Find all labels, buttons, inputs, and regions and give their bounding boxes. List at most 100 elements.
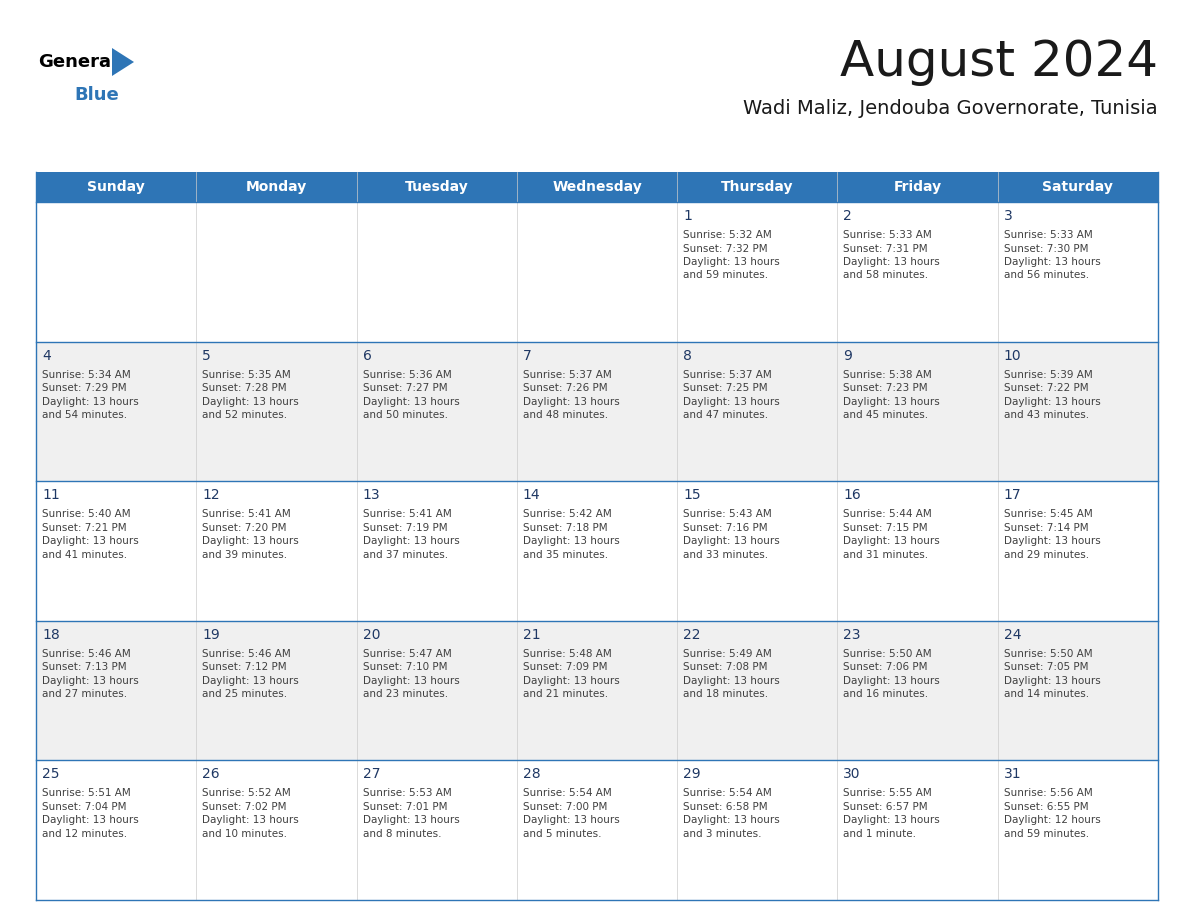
Text: Sunrise: 5:36 AM: Sunrise: 5:36 AM: [362, 370, 451, 380]
Text: 15: 15: [683, 488, 701, 502]
Text: Thursday: Thursday: [721, 180, 794, 194]
Text: Sunset: 7:10 PM: Sunset: 7:10 PM: [362, 662, 447, 672]
Text: Sunset: 7:25 PM: Sunset: 7:25 PM: [683, 383, 767, 393]
Text: Daylight: 13 hours: Daylight: 13 hours: [202, 536, 299, 546]
Text: Sunset: 7:23 PM: Sunset: 7:23 PM: [843, 383, 928, 393]
Text: Sunrise: 5:35 AM: Sunrise: 5:35 AM: [202, 370, 291, 380]
Text: Sunrise: 5:51 AM: Sunrise: 5:51 AM: [42, 789, 131, 799]
Text: Daylight: 13 hours: Daylight: 13 hours: [1004, 536, 1100, 546]
Text: Daylight: 13 hours: Daylight: 13 hours: [362, 536, 460, 546]
Text: 31: 31: [1004, 767, 1022, 781]
Text: Sunset: 7:01 PM: Sunset: 7:01 PM: [362, 802, 447, 812]
Text: Sunrise: 5:38 AM: Sunrise: 5:38 AM: [843, 370, 933, 380]
Text: 10: 10: [1004, 349, 1022, 363]
Text: 26: 26: [202, 767, 220, 781]
Text: Daylight: 13 hours: Daylight: 13 hours: [843, 676, 940, 686]
Text: Sunset: 7:22 PM: Sunset: 7:22 PM: [1004, 383, 1088, 393]
Text: Sunset: 7:16 PM: Sunset: 7:16 PM: [683, 522, 767, 532]
Text: Daylight: 13 hours: Daylight: 13 hours: [362, 397, 460, 407]
Text: Sunset: 6:58 PM: Sunset: 6:58 PM: [683, 802, 767, 812]
Text: General: General: [38, 53, 118, 71]
Text: 21: 21: [523, 628, 541, 642]
Text: Sunrise: 5:33 AM: Sunrise: 5:33 AM: [843, 230, 933, 240]
Text: and 27 minutes.: and 27 minutes.: [42, 689, 127, 700]
Polygon shape: [112, 48, 134, 76]
Text: and 39 minutes.: and 39 minutes.: [202, 550, 287, 560]
Text: Sunrise: 5:55 AM: Sunrise: 5:55 AM: [843, 789, 933, 799]
Text: 3: 3: [1004, 209, 1012, 223]
Text: Sunrise: 5:42 AM: Sunrise: 5:42 AM: [523, 509, 612, 520]
Text: and 58 minutes.: and 58 minutes.: [843, 271, 929, 281]
Text: Sunset: 7:14 PM: Sunset: 7:14 PM: [1004, 522, 1088, 532]
Text: Daylight: 13 hours: Daylight: 13 hours: [42, 536, 139, 546]
Text: and 54 minutes.: and 54 minutes.: [42, 410, 127, 420]
Text: Daylight: 13 hours: Daylight: 13 hours: [1004, 397, 1100, 407]
Text: Daylight: 13 hours: Daylight: 13 hours: [523, 536, 620, 546]
Text: Sunrise: 5:54 AM: Sunrise: 5:54 AM: [683, 789, 772, 799]
Text: and 43 minutes.: and 43 minutes.: [1004, 410, 1089, 420]
Text: and 21 minutes.: and 21 minutes.: [523, 689, 608, 700]
Text: Sunrise: 5:39 AM: Sunrise: 5:39 AM: [1004, 370, 1093, 380]
Text: Sunset: 7:20 PM: Sunset: 7:20 PM: [202, 522, 286, 532]
Text: Sunrise: 5:50 AM: Sunrise: 5:50 AM: [843, 649, 933, 659]
Text: Sunset: 7:29 PM: Sunset: 7:29 PM: [42, 383, 127, 393]
Text: and 14 minutes.: and 14 minutes.: [1004, 689, 1089, 700]
Text: August 2024: August 2024: [840, 38, 1158, 86]
Text: Daylight: 13 hours: Daylight: 13 hours: [42, 676, 139, 686]
Text: Sunset: 7:08 PM: Sunset: 7:08 PM: [683, 662, 767, 672]
Text: 17: 17: [1004, 488, 1022, 502]
Text: 30: 30: [843, 767, 861, 781]
Text: 23: 23: [843, 628, 861, 642]
Text: 6: 6: [362, 349, 372, 363]
Text: 19: 19: [202, 628, 220, 642]
Text: Daylight: 13 hours: Daylight: 13 hours: [523, 397, 620, 407]
Text: Saturday: Saturday: [1042, 180, 1113, 194]
Bar: [36, 481, 1158, 621]
Text: and 45 minutes.: and 45 minutes.: [843, 410, 929, 420]
Text: Sunset: 7:12 PM: Sunset: 7:12 PM: [202, 662, 287, 672]
Text: Sunday: Sunday: [87, 180, 145, 194]
Text: Monday: Monday: [246, 180, 307, 194]
Text: Blue: Blue: [74, 86, 119, 104]
Text: Sunrise: 5:52 AM: Sunrise: 5:52 AM: [202, 789, 291, 799]
Text: Sunrise: 5:44 AM: Sunrise: 5:44 AM: [843, 509, 933, 520]
Text: Daylight: 13 hours: Daylight: 13 hours: [42, 815, 139, 825]
Text: Daylight: 13 hours: Daylight: 13 hours: [523, 676, 620, 686]
Text: and 59 minutes.: and 59 minutes.: [1004, 829, 1089, 839]
Text: 9: 9: [843, 349, 852, 363]
Text: and 50 minutes.: and 50 minutes.: [362, 410, 448, 420]
Text: and 29 minutes.: and 29 minutes.: [1004, 550, 1089, 560]
Text: Sunset: 6:57 PM: Sunset: 6:57 PM: [843, 802, 928, 812]
Text: Sunset: 7:06 PM: Sunset: 7:06 PM: [843, 662, 928, 672]
Text: Sunset: 7:32 PM: Sunset: 7:32 PM: [683, 243, 767, 253]
Text: Sunrise: 5:37 AM: Sunrise: 5:37 AM: [683, 370, 772, 380]
Bar: [36, 172, 1158, 202]
Text: Sunrise: 5:40 AM: Sunrise: 5:40 AM: [42, 509, 131, 520]
Text: and 8 minutes.: and 8 minutes.: [362, 829, 441, 839]
Text: Sunset: 6:55 PM: Sunset: 6:55 PM: [1004, 802, 1088, 812]
Text: 2: 2: [843, 209, 852, 223]
Text: Sunset: 7:27 PM: Sunset: 7:27 PM: [362, 383, 447, 393]
Text: and 48 minutes.: and 48 minutes.: [523, 410, 608, 420]
Text: and 1 minute.: and 1 minute.: [843, 829, 916, 839]
Text: 8: 8: [683, 349, 693, 363]
Text: Daylight: 13 hours: Daylight: 13 hours: [843, 536, 940, 546]
Text: and 59 minutes.: and 59 minutes.: [683, 271, 769, 281]
Text: Daylight: 13 hours: Daylight: 13 hours: [523, 815, 620, 825]
Text: Daylight: 13 hours: Daylight: 13 hours: [683, 257, 779, 267]
Text: Sunset: 7:18 PM: Sunset: 7:18 PM: [523, 522, 607, 532]
Text: and 23 minutes.: and 23 minutes.: [362, 689, 448, 700]
Text: and 33 minutes.: and 33 minutes.: [683, 550, 769, 560]
Text: Daylight: 13 hours: Daylight: 13 hours: [202, 676, 299, 686]
Text: Sunrise: 5:54 AM: Sunrise: 5:54 AM: [523, 789, 612, 799]
Text: and 35 minutes.: and 35 minutes.: [523, 550, 608, 560]
Bar: [36, 760, 1158, 900]
Text: Daylight: 13 hours: Daylight: 13 hours: [843, 257, 940, 267]
Text: Daylight: 13 hours: Daylight: 13 hours: [1004, 257, 1100, 267]
Text: and 25 minutes.: and 25 minutes.: [202, 689, 287, 700]
Text: Wadi Maliz, Jendouba Governorate, Tunisia: Wadi Maliz, Jendouba Governorate, Tunisi…: [744, 98, 1158, 118]
Text: Sunset: 7:19 PM: Sunset: 7:19 PM: [362, 522, 447, 532]
Text: 27: 27: [362, 767, 380, 781]
Text: Sunrise: 5:34 AM: Sunrise: 5:34 AM: [42, 370, 131, 380]
Text: Daylight: 13 hours: Daylight: 13 hours: [683, 397, 779, 407]
